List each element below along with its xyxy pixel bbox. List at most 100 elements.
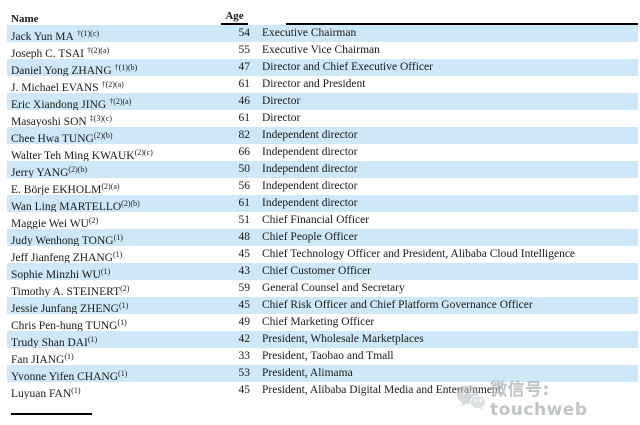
age-cell: 51 xyxy=(238,214,251,226)
table-row: Masayoshi SON ‡(3)(c) 61 Director xyxy=(7,110,638,127)
name-cell: Jeff Jianfeng ZHANG(1) xyxy=(11,250,123,263)
age-cell: 61 xyxy=(238,197,251,209)
age-cell: 48 xyxy=(238,231,251,243)
age-cell: 82 xyxy=(238,129,251,141)
position-cell: Executive Vice Chairman xyxy=(262,44,380,56)
name-cell: Jack Yun MA †(1)(c) xyxy=(11,29,100,42)
footnote-superscript: (1) xyxy=(118,369,128,378)
name-cell: J. Michael EVANS †(2)(a) xyxy=(11,80,124,93)
position-cell: General Counsel and Secretary xyxy=(262,282,405,294)
footnote-separator xyxy=(11,413,92,415)
position-cell: Independent director xyxy=(262,129,358,141)
table-row: E. Börje EKHOLM(2)(a) 56 Independent dir… xyxy=(7,178,638,195)
table-row: Fan JIANG(1) 33 President, Taobao and Tm… xyxy=(7,348,638,365)
footnote-superscript: (2)(b) xyxy=(68,165,88,174)
age-cell: 45 xyxy=(238,384,251,396)
table-row: Luyuan FAN(1) 45 President, Alibaba Digi… xyxy=(7,382,638,399)
age-cell: 43 xyxy=(238,265,251,277)
age-cell: 49 xyxy=(238,316,251,328)
name-cell: E. Börje EKHOLM(2)(a) xyxy=(11,182,120,195)
name-cell: Joseph C. TSAI †(2)(a) xyxy=(11,46,110,59)
position-cell: Executive Chairman xyxy=(262,27,357,39)
position-cell: President, Wholesale Marketplaces xyxy=(262,333,424,345)
name-cell: Daniel Yong ZHANG †(1)(b) xyxy=(11,63,138,76)
footnote-superscript: (2)(a) xyxy=(101,182,120,191)
name-cell: Masayoshi SON ‡(3)(c) xyxy=(11,114,112,127)
footnote-superscript: (2)(b) xyxy=(121,199,140,208)
age-cell: 56 xyxy=(238,180,251,192)
table-row: Walter Teh Ming KWAUK(2)(c) 66 Independe… xyxy=(7,144,638,161)
footnote-superscript: (2)(b) xyxy=(93,131,113,140)
table-row: Chris Pen-hung TUNG(1) 49 Chief Marketin… xyxy=(7,314,638,331)
footnote-superscript: (1) xyxy=(87,335,98,344)
table-row: Jerry YANG(2)(b) 50 Independent director xyxy=(7,161,638,178)
column-header-age: Age xyxy=(221,10,248,25)
table-row: Jessie Junfang ZHENG(1) 45 Chief Risk Of… xyxy=(7,297,638,314)
table-row: Chee Hwa TUNG(2)(b) 82 Independent direc… xyxy=(7,127,638,144)
name-cell: Sophie Minzhi WU(1) xyxy=(11,267,111,280)
footnote-superscript: †(2)(a) xyxy=(86,46,110,55)
footnote-superscript: †(2)(a) xyxy=(109,97,132,106)
footnote-superscript: (2) xyxy=(120,284,130,293)
footnote-superscript: †(1)(b) xyxy=(114,63,138,72)
position-cell: Director and Chief Executive Officer xyxy=(262,61,433,73)
footnote-superscript: (1) xyxy=(71,386,81,395)
column-header-position-rule xyxy=(286,23,638,25)
name-cell: Chris Pen-hung TUNG(1) xyxy=(11,318,127,331)
name-cell: Yvonne Yifen CHANG(1) xyxy=(11,369,128,382)
name-cell: Judy Wenhong TONG(1) xyxy=(11,233,123,246)
name-cell: Chee Hwa TUNG(2)(b) xyxy=(11,131,113,144)
footnote-superscript: (1) xyxy=(64,352,74,361)
position-cell: Independent director xyxy=(262,180,358,192)
age-cell: 54 xyxy=(238,27,251,39)
table-row: Judy Wenhong TONG(1) 48 Chief People Off… xyxy=(7,229,638,246)
age-cell: 59 xyxy=(238,282,251,294)
name-cell: Trudy Shan DAI(1) xyxy=(11,335,98,348)
position-cell: Chief Customer Officer xyxy=(262,265,372,277)
name-cell: Fan JIANG(1) xyxy=(11,352,74,365)
age-cell: 33 xyxy=(238,350,251,362)
position-cell: Chief Financial Officer xyxy=(262,214,370,226)
name-cell: Eric Xiandong JING †(2)(a) xyxy=(11,97,132,110)
footnote-superscript: (2) xyxy=(88,216,99,225)
age-cell: 61 xyxy=(238,78,251,90)
footnote-superscript: (1) xyxy=(112,250,123,259)
table-row: Jeff Jianfeng ZHANG(1) 45 Chief Technolo… xyxy=(7,246,638,263)
footnote-superscript: †(2)(a) xyxy=(101,80,124,89)
table-row: Wan Ling MARTELLO(2)(b) 61 Independent d… xyxy=(7,195,638,212)
name-cell: Maggie Wei WU(2) xyxy=(11,216,99,229)
age-cell: 55 xyxy=(238,44,251,56)
name-cell: Walter Teh Ming KWAUK(2)(c) xyxy=(11,148,153,161)
position-cell: President, Alimama xyxy=(262,367,353,379)
age-cell: 53 xyxy=(238,367,251,379)
position-cell: Chief People Officer xyxy=(262,231,358,243)
position-cell: Independent director xyxy=(262,163,358,175)
age-cell: 61 xyxy=(238,112,251,124)
table-row: Trudy Shan DAI(1) 42 President, Wholesal… xyxy=(7,331,638,348)
table-header-row: Name Age xyxy=(7,0,638,28)
footnote-superscript: (1) xyxy=(117,318,127,327)
table-row: Eric Xiandong JING †(2)(a) 46 Director xyxy=(7,93,638,110)
footnote-superscript: (1) xyxy=(118,301,129,310)
position-cell: Director and President xyxy=(262,78,366,90)
name-cell: Jessie Junfang ZHENG(1) xyxy=(11,301,129,314)
age-cell: 66 xyxy=(238,146,251,158)
table-row: Sophie Minzhi WU(1) 43 Chief Customer Of… xyxy=(7,263,638,280)
footnote-superscript: (1) xyxy=(100,267,111,276)
table-row: Joseph C. TSAI †(2)(a) 55 Executive Vice … xyxy=(7,42,638,59)
position-cell: President, Alibaba Digital Media and Ent… xyxy=(262,384,501,396)
age-cell: 45 xyxy=(238,248,251,260)
name-cell: Timothy A. STEINERT(2) xyxy=(11,284,130,297)
age-cell: 42 xyxy=(238,333,251,345)
footnote-superscript: (1) xyxy=(113,233,123,242)
column-header-name: Name xyxy=(11,13,41,28)
table-row: J. Michael EVANS †(2)(a) 61 Director and … xyxy=(7,76,638,93)
position-cell: Chief Risk Officer and Chief Platform Go… xyxy=(262,299,533,311)
table-row: Jack Yun MA †(1)(c) 54 Executive Chairman xyxy=(7,25,638,42)
footnote-superscript: ‡(3)(c) xyxy=(89,114,112,123)
age-cell: 47 xyxy=(238,61,251,73)
footnote-superscript: †(1)(c) xyxy=(76,29,100,38)
position-cell: Independent director xyxy=(262,146,358,158)
position-cell: Director xyxy=(262,112,301,124)
